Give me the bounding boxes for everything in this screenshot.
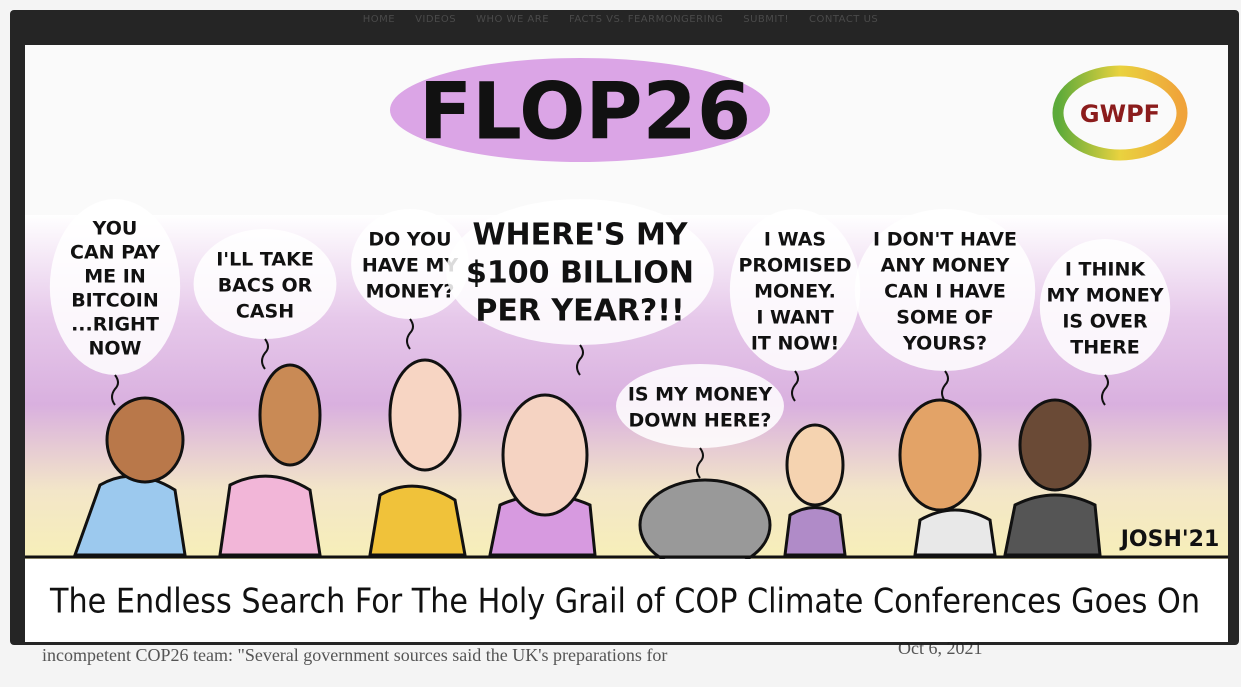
bubble-text: BACS OR [218,275,313,297]
bubble-text: I WAS [764,229,826,251]
bubble-text: CASH [236,301,294,323]
bubble-text: IS OVER [1062,311,1148,333]
bubble-text: WHERE'S MY [472,218,688,253]
bubble-text: MONEY. [754,281,836,303]
page-body: incompetent COP26 team: "Several governm… [0,0,1241,687]
bubble-text: YOU [92,218,138,240]
cartoon[interactable]: FLOP26 GWPF JOSH'21 The Endless Search F… [25,45,1228,642]
logo: GWPF [1080,100,1160,128]
bubble-text: I DON'T HAVE [873,229,1017,251]
bubble-text: CAN PAY [70,242,160,264]
bubble-text: ANY MONEY [881,255,1010,277]
page: incompetent COP26 team: "Several governm… [0,0,1241,687]
nav-item[interactable]: SUBMIT! [743,14,789,25]
bubble-text: SOME OF [896,307,993,329]
caption: The Endless Search For The Holy Grail of… [49,582,1200,622]
cartoon-title: FLOP26 [419,67,751,157]
bubble-text: MONEY? [366,281,455,303]
nav-item[interactable]: VIDEOS [415,14,456,25]
signature: JOSH'21 [1119,527,1220,552]
nav-item[interactable]: CONTACT US [809,14,878,25]
bubble-text: THERE [1070,337,1139,359]
bubble-text: MY MONEY [1047,285,1164,307]
bubble [616,364,784,448]
bubble-text: $100 BILLION [466,256,694,291]
nav-bar: HOME VIDEOS WHO WE ARE FACTS VS. FEARMONGER… [0,14,1241,25]
bubble-text: PER YEAR?!! [475,294,684,329]
bubble-text: BITCOIN [71,290,159,312]
bubble-text: DO YOU [368,229,451,251]
bubble-text: ...RIGHT [71,314,159,336]
bubble-text: DOWN HERE? [629,410,772,432]
nav-item[interactable]: FACTS VS. FEARMONGERING [569,14,723,25]
article-text: incompetent COP26 team: "Several governm… [42,645,667,666]
bubble-text: IS MY MONEY [628,384,773,406]
bubble-text: IT NOW! [751,333,839,355]
bubble-text: PROMISED [738,255,851,277]
bubble-text: I'LL TAKE [216,249,314,271]
bubble-text: I THINK [1065,259,1147,281]
bubble-text: YOURS? [902,333,987,355]
bubble-text: CAN I HAVE [884,281,1006,303]
nav-item[interactable]: HOME [363,14,395,25]
bubble-text: I WANT [756,307,833,329]
bubble-text: NOW [88,338,141,360]
bubble-text: HAVE MY [362,255,459,277]
nav-item[interactable]: WHO WE ARE [476,14,549,25]
bubble-text: ME IN [84,266,145,288]
